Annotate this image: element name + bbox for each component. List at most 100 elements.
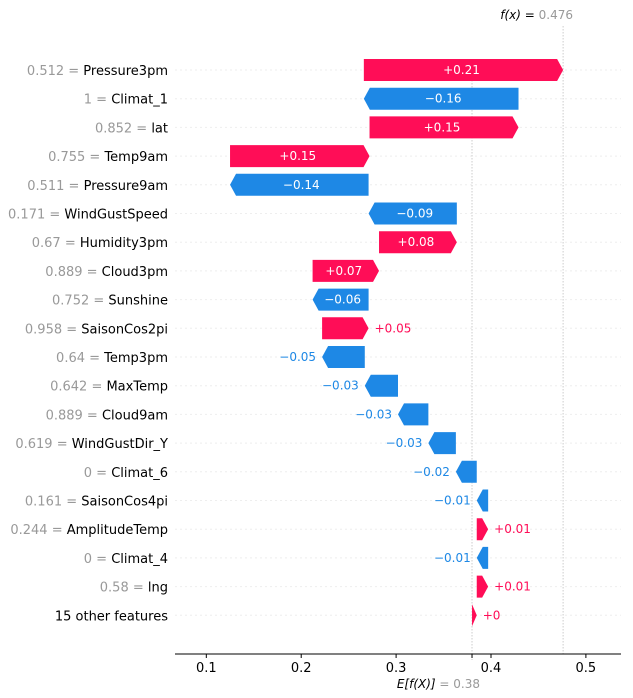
feature-value: 0.619 = [15, 437, 71, 452]
x-axis: 0.1 0.2 0.3 0.4 0.5 [175, 653, 621, 676]
bar-value-label: −0.02 [413, 465, 450, 479]
bar-value-label: +0.05 [375, 321, 412, 335]
feature-name: WindGustDir_Y [72, 437, 168, 452]
negative-contribution-bar [363, 87, 519, 110]
fx-label: f(x) [500, 8, 521, 22]
feature-label: 0.511 = Pressure9am [27, 179, 168, 194]
feature-name: SaisonCos4pi [81, 495, 168, 510]
feature-name: Pressure3pm [83, 64, 168, 79]
positive-contribution-bar [312, 259, 380, 282]
negative-contribution-bar [476, 489, 489, 512]
feature-name: MaxTemp [106, 380, 168, 395]
bar-value-label: +0 [483, 608, 501, 622]
positive-contribution-bar [379, 231, 457, 254]
bars-layer: +0.21 −0.16 +0.15 +0.15 −0.14 −0.09 +0.08 +0.07… [230, 59, 564, 627]
feature-name: Temp9am [103, 150, 168, 165]
positive-contribution-bar [230, 145, 370, 168]
feature-name: SaisonCos2pi [81, 322, 168, 337]
feature-value: 0.171 = [8, 208, 64, 223]
x-tick-label: 0.5 [576, 661, 597, 676]
feature-value: 0 = [84, 552, 111, 567]
feature-label: 0.852 = lat [95, 121, 168, 136]
feature-value: 1 = [84, 93, 111, 108]
feature-label: 0.512 = Pressure3pm [27, 64, 168, 79]
feature-name: Climat_4 [111, 552, 168, 567]
feature-value: 0.64 = [56, 351, 104, 366]
row-grid-lines [175, 69, 621, 616]
positive-contribution-bar [476, 518, 489, 541]
feature-value: 0.958 = [25, 322, 81, 337]
bar-value-label: −0.14 [283, 178, 320, 192]
positive-contribution-bar [363, 59, 564, 81]
feature-name: lng [148, 581, 168, 596]
reference-lines [471, 26, 564, 660]
row-labels-layer: 0.512 = Pressure3pm 1 = Climat_1 0.852 = l… [8, 64, 168, 624]
negative-contribution-bar [428, 432, 456, 455]
feature-value: 0.244 = [10, 523, 66, 538]
feature-label: 0 = Climat_4 [84, 552, 168, 567]
feature-label: 0.619 = WindGustDir_Y [15, 437, 168, 452]
feature-label: 0.58 = lng [100, 581, 168, 596]
negative-contribution-bar [364, 374, 398, 397]
feature-name: Temp3pm [103, 351, 168, 366]
feature-value: 0.642 = [50, 380, 106, 395]
bar-value-label: −0.01 [434, 494, 471, 508]
feature-name: AmplitudeTemp [67, 523, 168, 538]
positive-contribution-bar [322, 317, 369, 340]
fx-annotation-label: f(x) = 0.476 [500, 8, 573, 22]
feature-name: WindGustSpeed [64, 208, 168, 223]
feature-name: Cloud9am [102, 408, 168, 423]
feature-label: 0.64 = Temp3pm [56, 351, 168, 366]
fx-value: 0.476 [539, 8, 573, 22]
feature-label: 0.642 = MaxTemp [50, 380, 168, 395]
feature-value: 0 = [84, 466, 111, 481]
feature-value: 0.161 = [25, 495, 81, 510]
feature-label: 0.958 = SaisonCos2pi [25, 322, 168, 337]
x-tick-label: 0.4 [481, 661, 502, 676]
feature-value: 0.755 = [48, 150, 104, 165]
feature-name: Climat_1 [111, 93, 168, 108]
bar-value-label: +0.21 [443, 63, 480, 77]
bar-value-label: −0.05 [279, 350, 316, 364]
bar-value-label: −0.16 [425, 92, 462, 106]
base-label: E[f(X)] [397, 677, 436, 691]
feature-value: 0.58 = [100, 581, 148, 596]
x-tick-label: 0.2 [291, 661, 312, 676]
bar-value-label: +0.15 [424, 120, 461, 134]
negative-contribution-bar [322, 346, 365, 368]
negative-contribution-bar [312, 288, 369, 311]
feature-label: 1 = Climat_1 [84, 93, 168, 108]
feature-value: 0.511 = [27, 179, 83, 194]
feature-label: 0.244 = AmplitudeTemp [10, 523, 168, 538]
feature-label: 0.755 = Temp9am [48, 150, 168, 165]
bar-value-label: −0.01 [434, 551, 471, 565]
feature-name: Pressure9am [84, 179, 168, 194]
positive-contribution-bar [476, 575, 489, 598]
feature-name: Climat_6 [111, 466, 168, 481]
bar-value-label: +0.08 [398, 235, 435, 249]
feature-label: 15 other features [55, 609, 168, 624]
x-tick-label: 0.1 [196, 661, 217, 676]
base-value: 0.38 [453, 677, 480, 691]
bar-value-label: +0.01 [494, 580, 531, 594]
positive-contribution-bar [369, 116, 519, 139]
feature-value: 0.889 = [46, 408, 102, 423]
bar-value-label: −0.03 [322, 379, 359, 393]
feature-value: 0.512 = [27, 64, 83, 79]
bar-value-label: +0.15 [279, 149, 316, 163]
feature-name: Cloud3pm [102, 265, 168, 280]
feature-label: 0.171 = WindGustSpeed [8, 208, 168, 223]
feature-label: 0.889 = Cloud9am [46, 408, 168, 423]
bar-value-label: −0.03 [355, 407, 392, 421]
feature-value: 0.889 = [45, 265, 101, 280]
negative-contribution-bar [398, 403, 429, 426]
feature-value: 0.852 = [95, 121, 151, 136]
feature-name: 15 other features [55, 609, 168, 624]
x-tick-label: 0.3 [386, 661, 407, 676]
feature-label: 0.67 = Humidity3pm [32, 236, 168, 251]
bar-value-label: −0.09 [396, 207, 433, 221]
feature-value: 0.67 = [32, 236, 80, 251]
feature-label: 0.889 = Cloud3pm [45, 265, 168, 280]
negative-contribution-bar [455, 460, 477, 483]
